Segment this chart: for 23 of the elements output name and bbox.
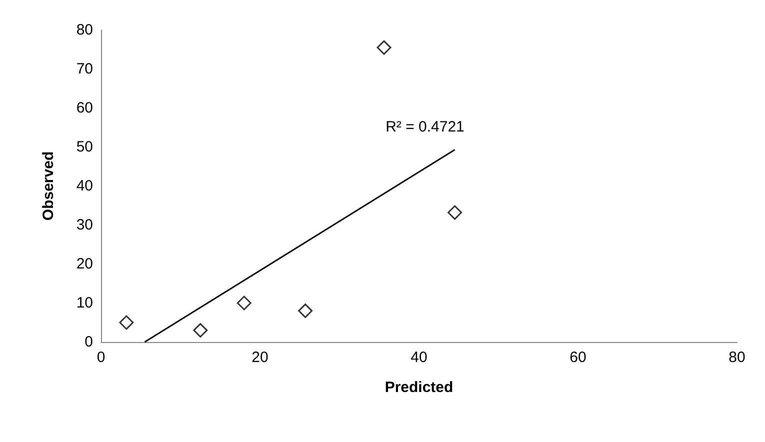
x-tick-label: 60	[570, 349, 586, 366]
point	[448, 205, 462, 220]
y-tick-label: 70	[76, 60, 93, 78]
point	[236, 296, 252, 310]
y-tick-label: 40	[76, 178, 93, 194]
point	[298, 304, 313, 318]
y-tick-label: 50	[76, 138, 93, 156]
y-tick-label: 60	[76, 100, 93, 116]
x-tick-label: 80	[728, 349, 746, 366]
x-tick-label: 0	[96, 349, 106, 366]
x-tick-label: 20	[252, 349, 268, 366]
point	[119, 315, 134, 330]
y-tick-label: 10	[76, 294, 93, 312]
y-tick-label: 30	[76, 216, 93, 234]
annotation: R² = 0.4721	[386, 118, 464, 136]
point	[193, 323, 208, 338]
point	[376, 40, 392, 55]
x-axis-title: Predicted	[384, 379, 454, 396]
y-axis-title: Observed	[40, 151, 57, 221]
y-tick-label: 20	[76, 256, 93, 272]
y-tick-label: 0	[84, 334, 93, 350]
x-tick-label: 40	[410, 349, 428, 366]
y-tick-label: 80	[76, 22, 93, 38]
